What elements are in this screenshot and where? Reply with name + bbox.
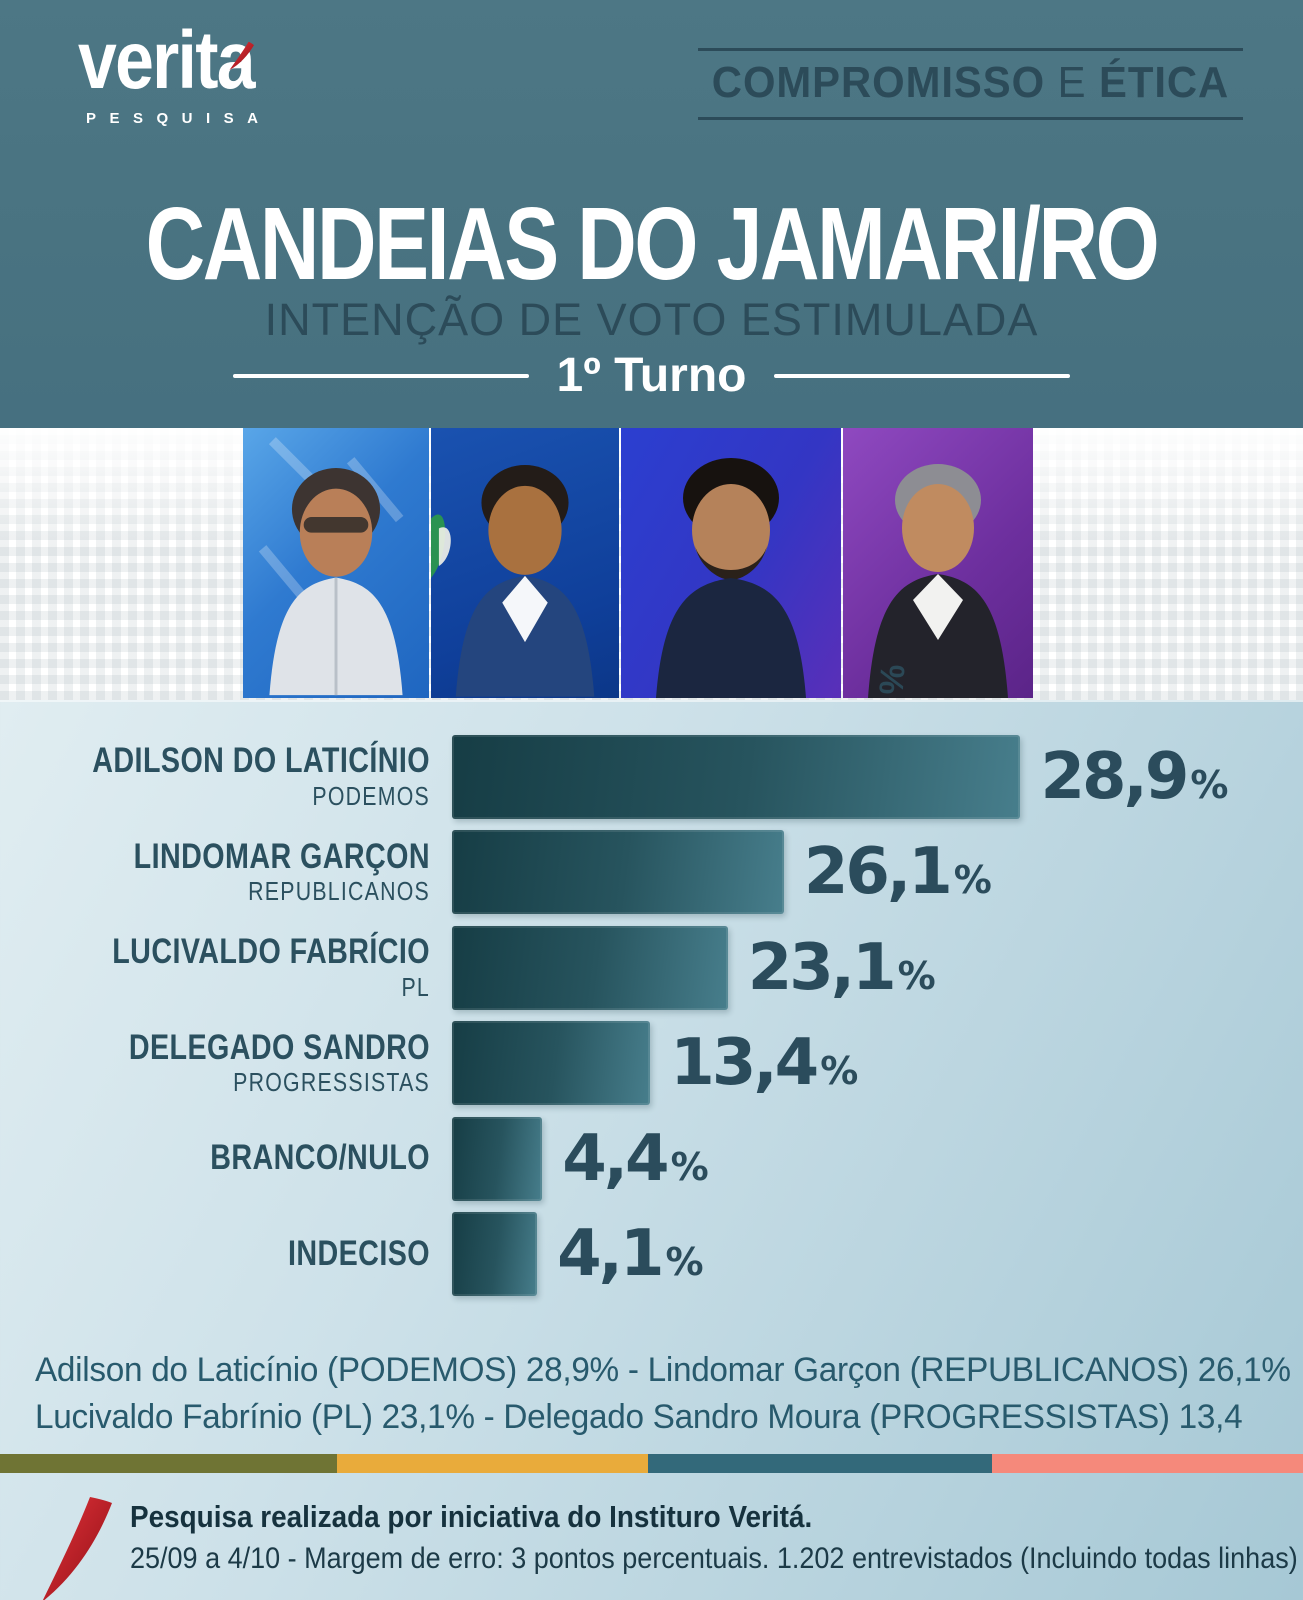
candidate-name: BRANCO/NULO <box>210 1138 430 1178</box>
bar-track: 26,1 % <box>452 830 1303 915</box>
tagline-word-compromisso: COMPROMISSO <box>711 58 1046 107</box>
value-label: 4,1 % <box>557 1222 703 1286</box>
candidate-party: PL <box>401 971 430 1002</box>
percent-sign: % <box>953 858 992 903</box>
page-title: CANDEIAS DO JAMARI/RO <box>145 186 1160 301</box>
percent-sign: % <box>820 1049 859 1094</box>
candidate-label: INDECISO <box>77 1233 430 1273</box>
footer-text: Pesquisa realizada por iniciativa do Ins… <box>130 1487 1303 1580</box>
logo-accent-swoosh-icon <box>229 4 261 70</box>
value-label: 26,1 % <box>804 840 992 904</box>
stripe-segment <box>0 1454 338 1473</box>
percent-sign: % <box>1190 762 1229 807</box>
candidate-party: PODEMOS <box>312 780 430 811</box>
stripe-segment <box>991 1454 1303 1473</box>
value-label: 28,9 % <box>1040 745 1228 809</box>
tagline-word-etica: ÉTICA <box>1099 58 1230 107</box>
verita-logo: verita PESQUISA <box>78 20 285 128</box>
bar-track: 13,4 % <box>452 1021 1303 1106</box>
footer-line-2: 25/09 a 4/10 - Margem de erro: 3 pontos … <box>130 1542 1298 1576</box>
candidate-name: LINDOMAR GARÇON <box>133 836 430 876</box>
candidate-photo-2 <box>431 428 619 698</box>
candidate-label: BRANCO/NULO <box>77 1140 430 1177</box>
value-number: 4,1 <box>557 1217 664 1292</box>
candidate-label: LUCIVALDO FABRÍCIO PL <box>77 932 430 1002</box>
chart-rows: ADILSON DO LATICÍNIO PODEMOS 28,9 % LIND… <box>0 729 1303 1302</box>
chart-row: LINDOMAR GARÇON REPUBLICANOS 26,1 % <box>0 825 1303 921</box>
logo-text: verita <box>78 15 256 106</box>
tagline-text: COMPROMISSO E ÉTICA <box>712 51 1230 117</box>
logo-subtext: PESQUISA <box>86 110 272 127</box>
candidate-name: LUCIVALDO FABRÍCIO <box>112 932 430 972</box>
bar <box>452 734 1021 819</box>
footer-line-1: Pesquisa realizada por iniciativa do Ins… <box>130 1499 813 1534</box>
bar <box>452 925 728 1010</box>
chart-row: LUCIVALDO FABRÍCIO PL 23,1 % <box>0 920 1303 1016</box>
chart-row: ADILSON DO LATICÍNIO PODEMOS 28,9 % <box>0 729 1303 825</box>
header: verita PESQUISA COMPROMISSO E ÉTICA CAND… <box>0 0 1303 428</box>
vote-intention-chart: ADILSON DO LATICÍNIO PODEMOS 28,9 % LIND… <box>0 700 1303 1600</box>
percent-sign: % <box>670 1144 709 1189</box>
bar-track: 4,4 % <box>452 1116 1303 1201</box>
value-number: 26,1 <box>803 835 953 910</box>
percent-sign: % <box>665 1240 704 1285</box>
candidate-party: PROGRESSISTAS <box>233 1067 430 1098</box>
candidate-name: DELEGADO SANDRO <box>128 1027 431 1067</box>
chart-row: BRANCO/NULO 4,4 % <box>0 1111 1303 1207</box>
logo-wordmark: verita <box>78 20 256 102</box>
bar-track: 28,9 % <box>452 734 1303 819</box>
candidate-label: DELEGADO SANDRO PROGRESSISTAS <box>77 1027 431 1098</box>
chart-row: DELEGADO SANDRO PROGRESSISTAS 13,4 % <box>0 1016 1303 1112</box>
tagline-rule-bottom <box>698 117 1243 120</box>
tagline-block: COMPROMISSO E ÉTICA <box>698 48 1243 120</box>
candidate-name: INDECISO <box>287 1233 430 1273</box>
summary-line-2: Lucivaldo Fabrínio (PL) 23,1% - Delegado… <box>35 1397 1243 1436</box>
value-label: 23,1 % <box>748 936 936 1000</box>
stripe-segment <box>337 1454 648 1473</box>
candidate-photo-4 <box>843 428 1033 698</box>
bar <box>452 1212 538 1297</box>
candidate-photo-1 <box>243 428 429 698</box>
color-stripe <box>0 1454 1303 1473</box>
value-number: 13,4 <box>670 1026 819 1101</box>
summary-line-1: Adilson do Laticínio (PODEMOS) 28,9% - L… <box>35 1351 1291 1389</box>
candidate-party: REPUBLICANOS <box>248 876 430 907</box>
value-number: 23,1 <box>747 930 897 1005</box>
red-swoosh-icon <box>42 1497 112 1600</box>
candidate-name: ADILSON DO LATICÍNIO <box>92 741 430 781</box>
stripe-segment <box>647 1454 992 1473</box>
candidate-photo-band <box>0 428 1303 700</box>
candidate-label: LINDOMAR GARÇON REPUBLICANOS <box>77 836 430 907</box>
results-summary: Adilson do Laticínio (PODEMOS) 28,9% - L… <box>35 1347 1291 1441</box>
footer-info: Pesquisa realizada por iniciativa do Ins… <box>0 1487 1303 1600</box>
chart-row: INDECISO 4,1 % <box>0 1207 1303 1303</box>
candidate-photo-3 <box>621 428 841 698</box>
bar-track: 4,1 % <box>452 1212 1303 1297</box>
value-label: 13,4 % <box>670 1031 858 1095</box>
percent-sign: % <box>897 953 936 998</box>
bar <box>452 1021 651 1106</box>
candidate-photos <box>243 428 1033 698</box>
bar <box>452 1116 543 1201</box>
value-number: 4,4 <box>562 1121 669 1196</box>
bar-track: 23,1 % <box>452 925 1303 1010</box>
value-label: 4,4 % <box>562 1127 708 1191</box>
tagline-rule-top <box>698 48 1243 51</box>
value-number: 28,9 <box>1040 739 1189 814</box>
page-subtitle: INTENÇÃO DE VOTO ESTIMULADA <box>264 294 1039 345</box>
round-label-row: 1º Turno <box>0 352 1303 400</box>
round-rule-left <box>232 374 529 378</box>
tagline-word-e: E <box>1057 58 1087 107</box>
candidate-label: ADILSON DO LATICÍNIO PODEMOS <box>77 741 430 811</box>
bar <box>452 830 784 915</box>
round-rule-right <box>774 374 1071 378</box>
percent-watermark: % <box>872 663 913 696</box>
round-label: 1º Turno <box>556 349 747 402</box>
